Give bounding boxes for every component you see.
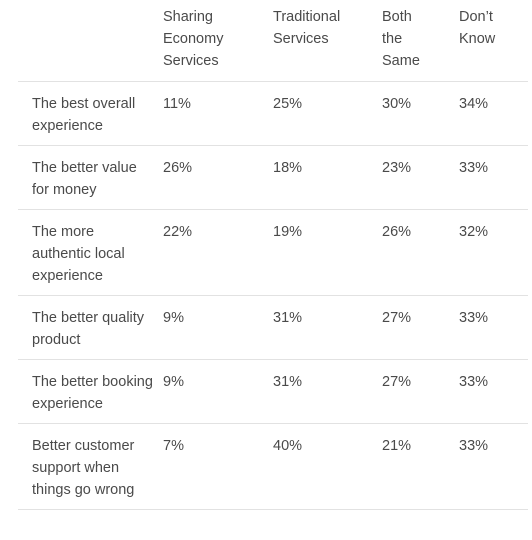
cell-traditional: 40%	[273, 438, 303, 454]
table-row: The more authentic local experience 22% …	[18, 210, 528, 296]
row-label: Better customer support when things go w…	[32, 438, 135, 498]
cell-traditional: 31%	[273, 374, 303, 390]
cell-both-same: 27%	[382, 374, 412, 390]
header-empty-cell	[18, 6, 159, 82]
header-sharing-economy: Sharing Economy Services	[163, 9, 224, 69]
cell-sharing-economy: 26%	[163, 160, 193, 176]
table-row: Better customer support when things go w…	[18, 424, 528, 510]
row-label: The better quality product	[32, 310, 145, 348]
cell-sharing-economy: 9%	[163, 374, 184, 390]
cell-both-same: 30%	[382, 96, 412, 112]
header-both-the-same: Both the Same	[382, 9, 420, 69]
cell-dont-know: 33%	[459, 160, 489, 176]
cell-both-same: 23%	[382, 160, 412, 176]
cell-both-same: 21%	[382, 438, 412, 454]
row-label: The more authentic local experience	[32, 224, 125, 284]
row-label: The better value for money	[32, 160, 137, 198]
cell-sharing-economy: 22%	[163, 224, 193, 240]
cell-both-same: 27%	[382, 310, 412, 326]
comparison-table: Sharing Economy Services Traditional Ser…	[18, 6, 528, 510]
table-row: The better value for money 26% 18% 23% 3…	[18, 146, 528, 210]
row-label: The better booking experience	[32, 374, 153, 412]
cell-sharing-economy: 9%	[163, 310, 184, 326]
cell-dont-know: 32%	[459, 224, 489, 240]
header-dont-know: Don’t Know	[459, 9, 496, 47]
cell-dont-know: 33%	[459, 438, 489, 454]
cell-sharing-economy: 11%	[163, 96, 191, 112]
cell-both-same: 26%	[382, 224, 412, 240]
cell-traditional: 25%	[273, 96, 303, 112]
cell-dont-know: 33%	[459, 374, 489, 390]
table-row: The better booking experience 9% 31% 27%…	[18, 360, 528, 424]
cell-sharing-economy: 7%	[163, 438, 184, 454]
table-row: The better quality product 9% 31% 27% 33…	[18, 296, 528, 360]
cell-dont-know: 34%	[459, 96, 489, 112]
table-header-row: Sharing Economy Services Traditional Ser…	[18, 6, 528, 82]
header-traditional-services: Traditional Services	[273, 9, 341, 47]
cell-traditional: 18%	[273, 160, 303, 176]
cell-dont-know: 33%	[459, 310, 489, 326]
table-row: The best overall experience 11% 25% 30% …	[18, 82, 528, 146]
row-label: The best overall experience	[32, 96, 136, 134]
cell-traditional: 31%	[273, 310, 303, 326]
cell-traditional: 19%	[273, 224, 303, 240]
